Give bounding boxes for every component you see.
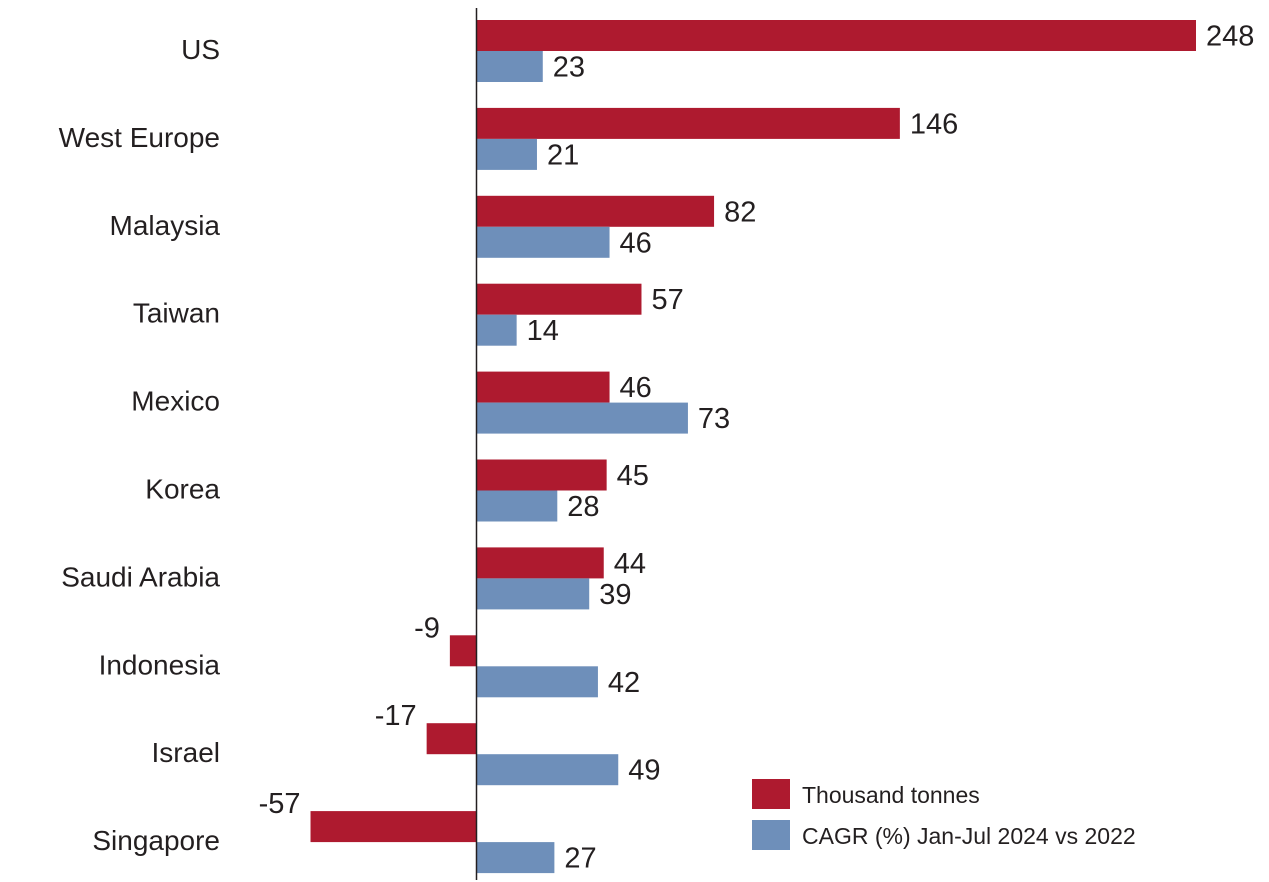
bar-thousand-tonnes bbox=[476, 195, 715, 227]
bar-thousand-tonnes bbox=[310, 811, 476, 843]
bar-thousand-tonnes bbox=[476, 547, 604, 579]
bar-cagr bbox=[476, 754, 619, 786]
data-label: 57 bbox=[651, 284, 683, 316]
legend-label: CAGR (%) Jan-Jul 2024 vs 2022 bbox=[802, 823, 1136, 849]
category-label: Israel bbox=[152, 737, 220, 768]
bar-cagr bbox=[476, 842, 555, 874]
bar-cagr bbox=[476, 138, 537, 170]
data-label: -57 bbox=[259, 788, 301, 820]
bar-cagr bbox=[476, 314, 517, 346]
data-label: 73 bbox=[698, 403, 730, 435]
bar-thousand-tonnes bbox=[476, 20, 1196, 51]
data-label: 46 bbox=[620, 372, 652, 404]
data-label: 28 bbox=[567, 491, 599, 523]
labels-group: US 248 23 West Europe 146 21 Malaysia 82 46 Taiwa… bbox=[59, 21, 1255, 875]
legend-swatch bbox=[752, 779, 790, 809]
legend-swatch bbox=[752, 820, 790, 850]
bar-thousand-tonnes bbox=[476, 283, 642, 315]
data-label: 23 bbox=[553, 52, 585, 84]
data-label: 44 bbox=[614, 548, 646, 580]
category-label: Malaysia bbox=[110, 210, 221, 241]
bar-cagr bbox=[476, 666, 598, 698]
category-label: US bbox=[181, 34, 220, 65]
legend-label: Thousand tonnes bbox=[802, 782, 980, 808]
data-label: -9 bbox=[414, 612, 440, 644]
legend: Thousand tonnes CAGR (%) Jan-Jul 2024 vs … bbox=[752, 779, 1136, 850]
bar-thousand-tonnes bbox=[476, 371, 610, 403]
bar-cagr bbox=[476, 402, 688, 434]
data-label: 146 bbox=[910, 108, 958, 140]
bar-cagr bbox=[476, 578, 590, 610]
category-label: Indonesia bbox=[99, 649, 221, 680]
bar-cagr bbox=[476, 226, 610, 258]
bar-thousand-tonnes bbox=[449, 635, 476, 667]
data-label: 39 bbox=[599, 579, 631, 611]
bars-group bbox=[310, 20, 1196, 874]
bar-cagr bbox=[476, 51, 543, 82]
data-label: 49 bbox=[628, 755, 660, 787]
bar-thousand-tonnes bbox=[476, 107, 900, 139]
category-label: Mexico bbox=[131, 386, 220, 417]
data-label: 45 bbox=[617, 460, 649, 492]
bar-cagr bbox=[476, 490, 558, 522]
data-label: -17 bbox=[375, 700, 417, 732]
data-label: 21 bbox=[547, 139, 579, 171]
bar-thousand-tonnes bbox=[426, 723, 476, 755]
category-label: Singapore bbox=[92, 825, 220, 856]
data-label: 14 bbox=[527, 315, 559, 347]
bar-thousand-tonnes bbox=[476, 459, 607, 491]
category-label: Korea bbox=[145, 474, 220, 505]
category-label: West Europe bbox=[59, 122, 220, 153]
category-label: Taiwan bbox=[133, 298, 220, 329]
data-label: 248 bbox=[1206, 21, 1254, 53]
data-label: 42 bbox=[608, 667, 640, 699]
data-label: 46 bbox=[620, 227, 652, 259]
category-label: Saudi Arabia bbox=[61, 561, 220, 592]
data-label: 27 bbox=[564, 843, 596, 875]
data-label: 82 bbox=[724, 196, 756, 228]
